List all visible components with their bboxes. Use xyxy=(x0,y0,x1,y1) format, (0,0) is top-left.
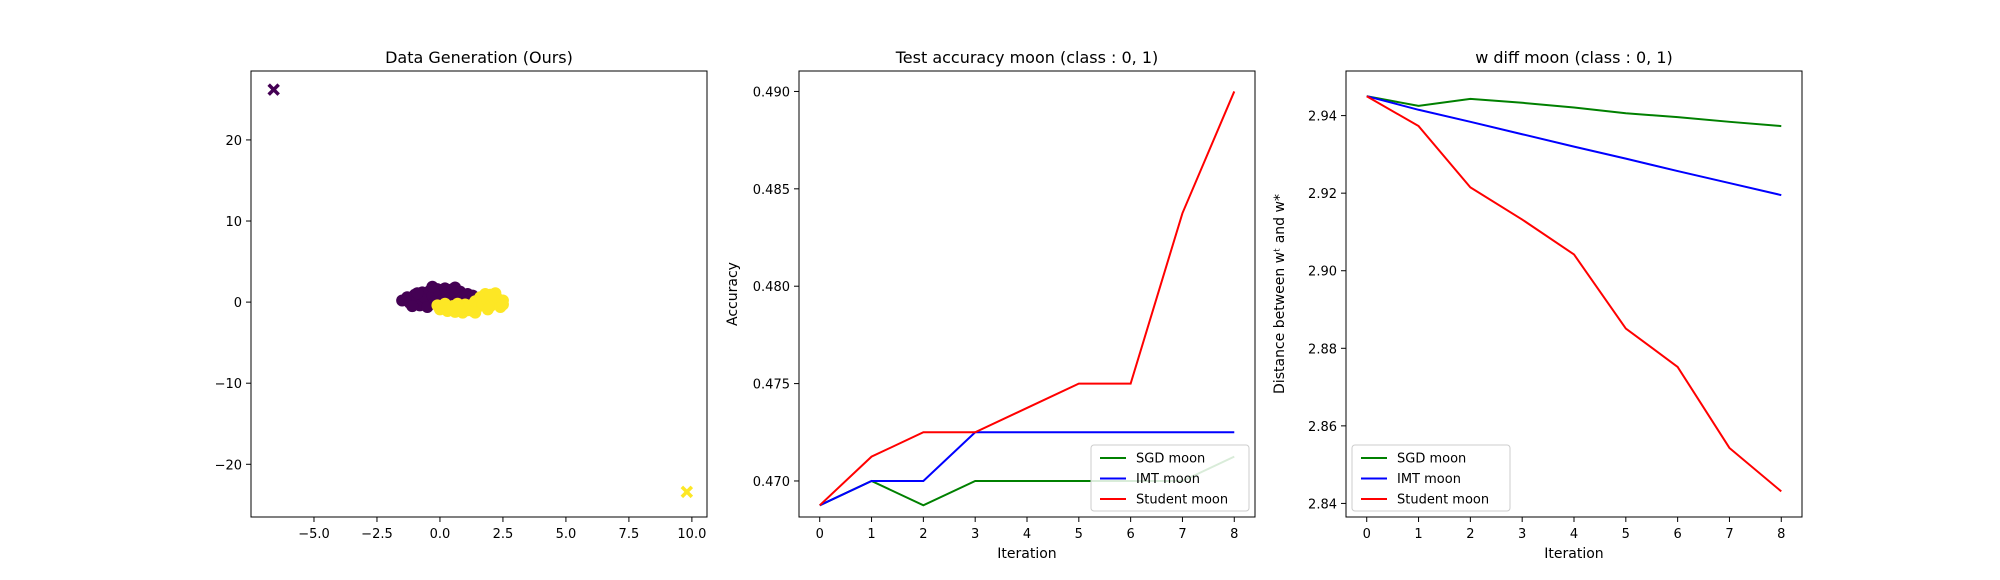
y-tick-label: 0.470 xyxy=(753,475,790,490)
legend: SGD moon IMT moon Student moon xyxy=(1351,444,1511,512)
y-tick-label: 2.94 xyxy=(1308,110,1337,125)
y-tick-label: 0.475 xyxy=(753,378,790,393)
legend-label: IMT moon xyxy=(1397,472,1461,487)
x-tick-label: −5.0 xyxy=(298,527,330,542)
y-tick-label: 2.84 xyxy=(1308,497,1337,512)
y-tick-label: 0 xyxy=(234,296,242,311)
x-marker-stroke xyxy=(267,83,280,96)
x-tick-label: 10.0 xyxy=(677,527,706,542)
y-tick-label: 2.86 xyxy=(1308,420,1337,435)
legend-label: Student moon xyxy=(1136,493,1228,508)
x-tick-label: 7.5 xyxy=(619,527,640,542)
x-tick-label: 0.0 xyxy=(430,527,451,542)
y-tick-label: 0.480 xyxy=(753,280,790,295)
plot-area xyxy=(267,83,694,499)
x-tick-label: 6 xyxy=(1126,527,1134,542)
series-line xyxy=(1366,95,1782,128)
x-tick-label: 0 xyxy=(816,527,824,542)
plot-area xyxy=(1366,95,1782,493)
axes-frame xyxy=(250,70,708,518)
y-tick-label: −10 xyxy=(215,377,242,392)
x-axis-label: Iteration xyxy=(997,546,1056,562)
series-line xyxy=(819,91,1236,507)
x-tick-label: 1 xyxy=(1414,527,1422,542)
series-line xyxy=(1366,95,1782,197)
scatter-point xyxy=(469,306,482,319)
scatter-point xyxy=(496,298,509,311)
y-tick-label: 0.485 xyxy=(753,183,790,198)
y-tick-label: −20 xyxy=(215,458,242,473)
y-tick-label: 2.90 xyxy=(1308,265,1337,280)
y-tick-label: 20 xyxy=(225,134,242,149)
x-tick-label: 4 xyxy=(1023,527,1031,542)
accuracy-panel: 0 1 2 3 4 5 6 7 8 0.470 0.475 0.480 0.485 0.490 Test a… xyxy=(725,48,1256,562)
x-marker-stroke xyxy=(680,485,694,499)
x-tick-label: 3 xyxy=(1518,527,1526,542)
series-line xyxy=(1366,95,1782,493)
scatter-point xyxy=(449,281,462,294)
x-tick-label: 5 xyxy=(1622,527,1630,542)
series-line xyxy=(819,431,1235,507)
legend-label: Student moon xyxy=(1397,493,1489,508)
y-tick-label: 2.88 xyxy=(1308,342,1337,357)
scatter-point xyxy=(484,288,497,301)
x-tick-label: 4 xyxy=(1570,527,1578,542)
chart-title: w diff moon (class : 0, 1) xyxy=(1475,48,1673,67)
x-tick-label: 2.5 xyxy=(493,527,514,542)
x-tick-label: 7 xyxy=(1178,527,1186,542)
y-axis-label: Accuracy xyxy=(725,262,741,326)
scatter-point xyxy=(411,287,424,300)
x-tick-label: 2 xyxy=(919,527,927,542)
x-tick-label: 2 xyxy=(1466,527,1474,542)
x-tick-label: 1 xyxy=(867,527,875,542)
legend-label: IMT moon xyxy=(1136,472,1200,487)
x-tick-label: 5 xyxy=(1075,527,1083,542)
x-marker xyxy=(680,485,694,499)
scatter-point xyxy=(426,280,439,293)
x-tick-label: −2.5 xyxy=(361,527,393,542)
y-tick-label: 0.490 xyxy=(753,85,790,100)
scatter-point xyxy=(481,303,494,316)
x-tick-label: 6 xyxy=(1673,527,1681,542)
scatter-point xyxy=(451,297,464,310)
x-tick-label: 0 xyxy=(1363,527,1371,542)
wdiff-panel: 0 1 2 3 4 5 6 7 8 2.84 2.86 2.88 2.90 2.92 2.94 w diff … xyxy=(1272,48,1803,562)
chart-title: Test accuracy moon (class : 0, 1) xyxy=(895,48,1159,67)
scatter-panel: −5.0 −2.5 0.0 2.5 5.0 7.5 10.0 20 10 0 −10 −20 Data … xyxy=(215,48,708,542)
legend: SGD moon IMT moon Student moon xyxy=(1090,444,1250,512)
x-axis-label: Iteration xyxy=(1544,546,1603,562)
y-tick-label: 2.92 xyxy=(1308,187,1337,202)
legend-box xyxy=(1351,444,1511,512)
y-tick-label: 10 xyxy=(225,215,242,230)
x-tick-label: 3 xyxy=(971,527,979,542)
legend-label: SGD moon xyxy=(1136,452,1205,467)
x-tick-label: 8 xyxy=(1230,527,1238,542)
scatter-point xyxy=(406,300,419,313)
x-tick-label: 7 xyxy=(1725,527,1733,542)
y-axis-label: Distance between wᵗ and w* xyxy=(1272,194,1288,394)
legend-box xyxy=(1090,444,1250,512)
chart-title: Data Generation (Ours) xyxy=(385,48,573,67)
x-tick-label: 8 xyxy=(1777,527,1785,542)
x-marker xyxy=(267,83,280,96)
legend-label: SGD moon xyxy=(1397,452,1466,467)
x-tick-label: 5.0 xyxy=(556,527,577,542)
